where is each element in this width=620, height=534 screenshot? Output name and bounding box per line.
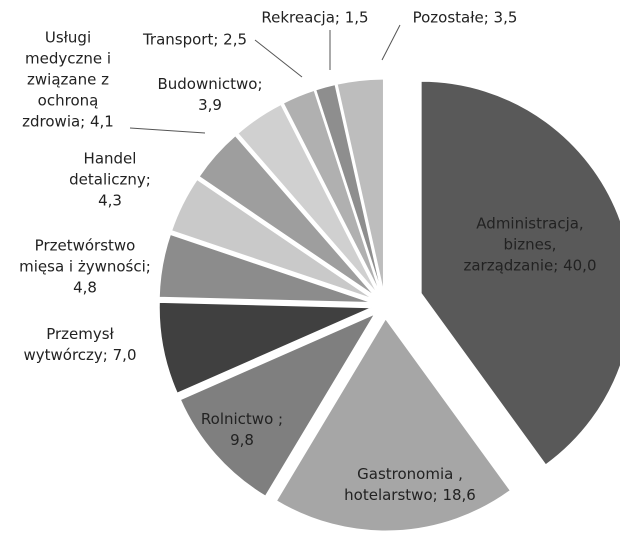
pie-slice bbox=[158, 233, 372, 304]
data-label: Pozostałe; 3,5 bbox=[412, 8, 518, 27]
data-label: Transport; 2,5 bbox=[142, 30, 248, 49]
pie-slice bbox=[420, 80, 620, 466]
pie-slice bbox=[158, 301, 372, 394]
data-label: Przemysł wytwórczy; 7,0 bbox=[23, 325, 137, 364]
pie-slice bbox=[171, 178, 373, 300]
data-label: Budownictwo; 3,9 bbox=[157, 75, 263, 114]
leader-line bbox=[381, 24, 401, 61]
pie-slice bbox=[282, 89, 381, 293]
pie-slice bbox=[275, 318, 511, 532]
leader-line bbox=[129, 127, 206, 134]
data-label: Przetwórstwo mięsa i żywności; 4,8 bbox=[19, 236, 151, 297]
data-label: Gastronomia , hotelarstwo; 18,6 bbox=[344, 465, 476, 504]
data-label: Rolnictwo ; 9,8 bbox=[200, 410, 284, 449]
pie-slice bbox=[198, 135, 375, 297]
data-label: Handel detaliczny; 4,3 bbox=[69, 149, 151, 210]
pie-slice bbox=[179, 313, 376, 497]
pie-slice bbox=[336, 78, 384, 292]
data-label: Administracja, biznes, zarządzanie; 40,0 bbox=[463, 214, 597, 275]
data-label: Rekreacja; 1,5 bbox=[261, 8, 369, 27]
pie-slice bbox=[315, 84, 382, 292]
data-label: Usługi medyczne i związane z ochroną zdr… bbox=[22, 28, 114, 131]
pie-slice bbox=[237, 103, 378, 294]
leader-line bbox=[254, 39, 303, 78]
